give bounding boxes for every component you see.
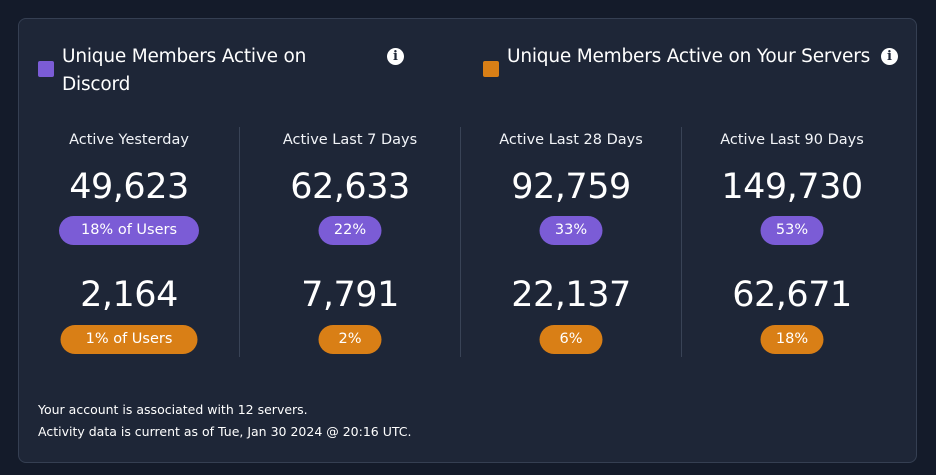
servers-active-count: 7,791 xyxy=(301,275,399,315)
servers-active-count: 2,164 xyxy=(80,275,178,315)
period-label: Active Yesterday xyxy=(69,132,189,148)
servers-percent-badge: 18% xyxy=(760,325,824,354)
info-icon[interactable]: i xyxy=(387,48,404,65)
servers-percent-badge: 2% xyxy=(318,325,382,354)
servers-percent-badge: 6% xyxy=(539,325,603,354)
discord-percent-badge: 33% xyxy=(539,216,603,245)
discord-percent-badge: 53% xyxy=(760,216,824,245)
legend-discord: Unique Members Active on Discord i xyxy=(38,43,404,99)
stat-column-7-days: Active Last 7 Days 62,633 22% 7,791 2% xyxy=(239,127,460,357)
servers-percent-badge: 1% of Users xyxy=(60,325,198,354)
legend-servers-label: Unique Members Active on Your Servers xyxy=(507,46,871,67)
legend-discord-label: Unique Members Active on Discord xyxy=(62,46,307,95)
period-label: Active Last 7 Days xyxy=(282,132,418,148)
servers-active-count: 62,671 xyxy=(732,275,852,315)
stat-column-28-days: Active Last 28 Days 92,759 33% 22,137 6% xyxy=(460,127,681,357)
discord-active-count: 62,633 xyxy=(290,167,410,207)
stat-column-90-days: Active Last 90 Days 149,730 53% 62,671 1… xyxy=(681,127,902,357)
legend-servers: Unique Members Active on Your Servers i xyxy=(483,43,898,77)
data-freshness-note: Activity data is current as of Tue, Jan … xyxy=(38,424,412,439)
discord-color-swatch xyxy=(38,61,54,77)
activity-card: Unique Members Active on Discord i Uniqu… xyxy=(18,18,917,463)
discord-active-count: 49,623 xyxy=(69,167,189,207)
discord-active-count: 149,730 xyxy=(721,167,863,207)
discord-percent-badge: 22% xyxy=(318,216,382,245)
info-icon[interactable]: i xyxy=(881,48,898,65)
discord-percent-badge: 18% of Users xyxy=(58,216,200,245)
stat-column-yesterday: Active Yesterday 49,623 18% of Users 2,1… xyxy=(19,127,239,357)
servers-active-count: 22,137 xyxy=(511,275,631,315)
footer-notes: Your account is associated with 12 serve… xyxy=(38,399,411,443)
stats-columns: Active Yesterday 49,623 18% of Users 2,1… xyxy=(19,127,902,357)
server-count-note: Your account is associated with 12 serve… xyxy=(38,402,308,417)
period-label: Active Last 90 Days xyxy=(720,132,864,148)
servers-color-swatch xyxy=(483,61,499,77)
discord-active-count: 92,759 xyxy=(511,167,631,207)
period-label: Active Last 28 Days xyxy=(499,132,643,148)
